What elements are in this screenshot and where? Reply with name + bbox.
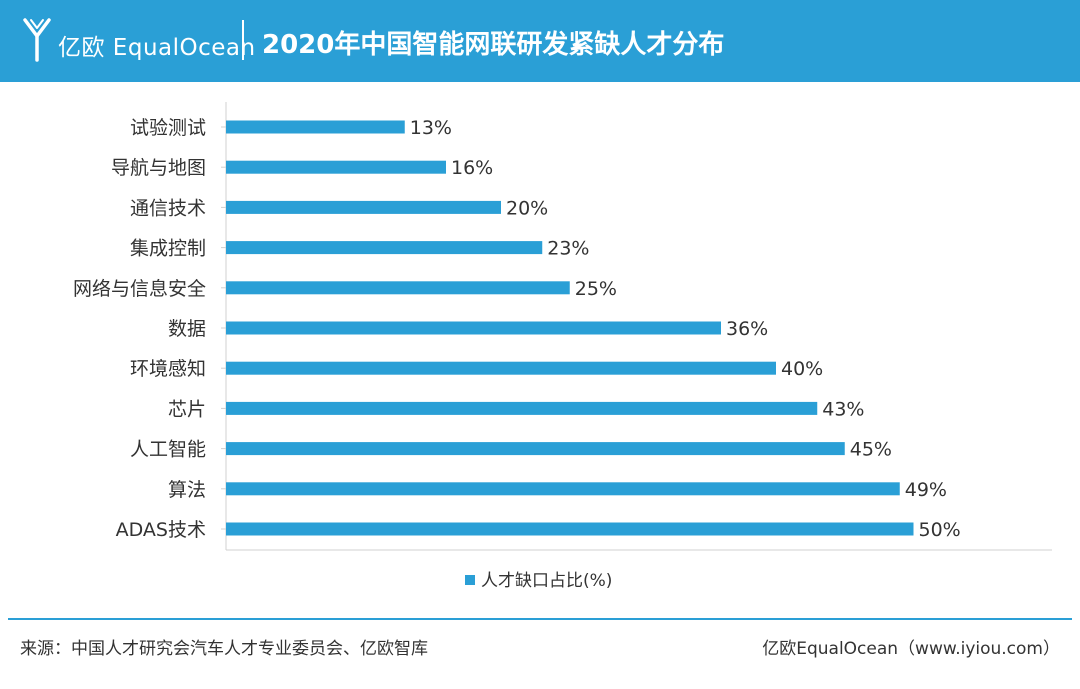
value-label: 13% (410, 117, 452, 139)
category-label: 集成控制 (130, 238, 206, 260)
bar (226, 442, 845, 456)
category-label: 算法 (168, 479, 206, 501)
value-label: 45% (850, 439, 892, 461)
value-label: 40% (781, 358, 823, 380)
value-label: 43% (822, 398, 864, 420)
category-label: 通信技术 (130, 197, 206, 219)
category-label: 网络与信息安全 (73, 278, 206, 300)
category-label: ADAS技术 (116, 519, 206, 541)
legend-label: 人才缺口占比(%) (481, 571, 612, 591)
category-label: 数据 (168, 318, 206, 340)
value-label: 50% (919, 519, 961, 541)
value-label: 20% (506, 197, 548, 219)
footer-source: 来源：中国人才研究会汽车人才专业委员会、亿欧智库 (20, 639, 428, 659)
bar-chart: 试验测试 13% 导航与地图 16% 通信技术 20% 集成控制 23% 网络与信息安全 25% 数… (73, 102, 1052, 591)
legend-swatch (465, 575, 475, 585)
value-label: 16% (451, 157, 493, 179)
bar (226, 361, 776, 375)
header-divider (242, 20, 244, 60)
value-label: 36% (726, 318, 768, 340)
bar (226, 321, 721, 335)
footer-brand: 亿欧EqualOcean（www.iyiou.com） (762, 639, 1060, 659)
logo-text: 亿欧 EqualOcean (58, 35, 256, 61)
category-label: 导航与地图 (111, 157, 206, 179)
value-label: 25% (575, 278, 617, 300)
value-label: 23% (547, 238, 589, 260)
equalocean-logo-icon (23, 18, 51, 62)
bar (226, 160, 446, 174)
bar (226, 241, 543, 255)
bar (226, 401, 818, 415)
bar (226, 281, 570, 295)
bar (226, 120, 405, 134)
header-banner: 亿欧 EqualOcean 2020年中国智能网联研发紧缺人才分布 (0, 0, 1080, 82)
category-label: 试验测试 (130, 117, 206, 139)
value-label: 49% (905, 479, 947, 501)
bar (226, 522, 914, 536)
category-label: 芯片 (168, 398, 206, 420)
category-label: 环境感知 (130, 358, 206, 380)
page-title: 2020年中国智能网联研发紧缺人才分布 (262, 30, 725, 60)
category-label: 人工智能 (130, 439, 206, 461)
bar (226, 200, 501, 214)
bar (226, 482, 900, 496)
footer-divider (8, 618, 1072, 620)
